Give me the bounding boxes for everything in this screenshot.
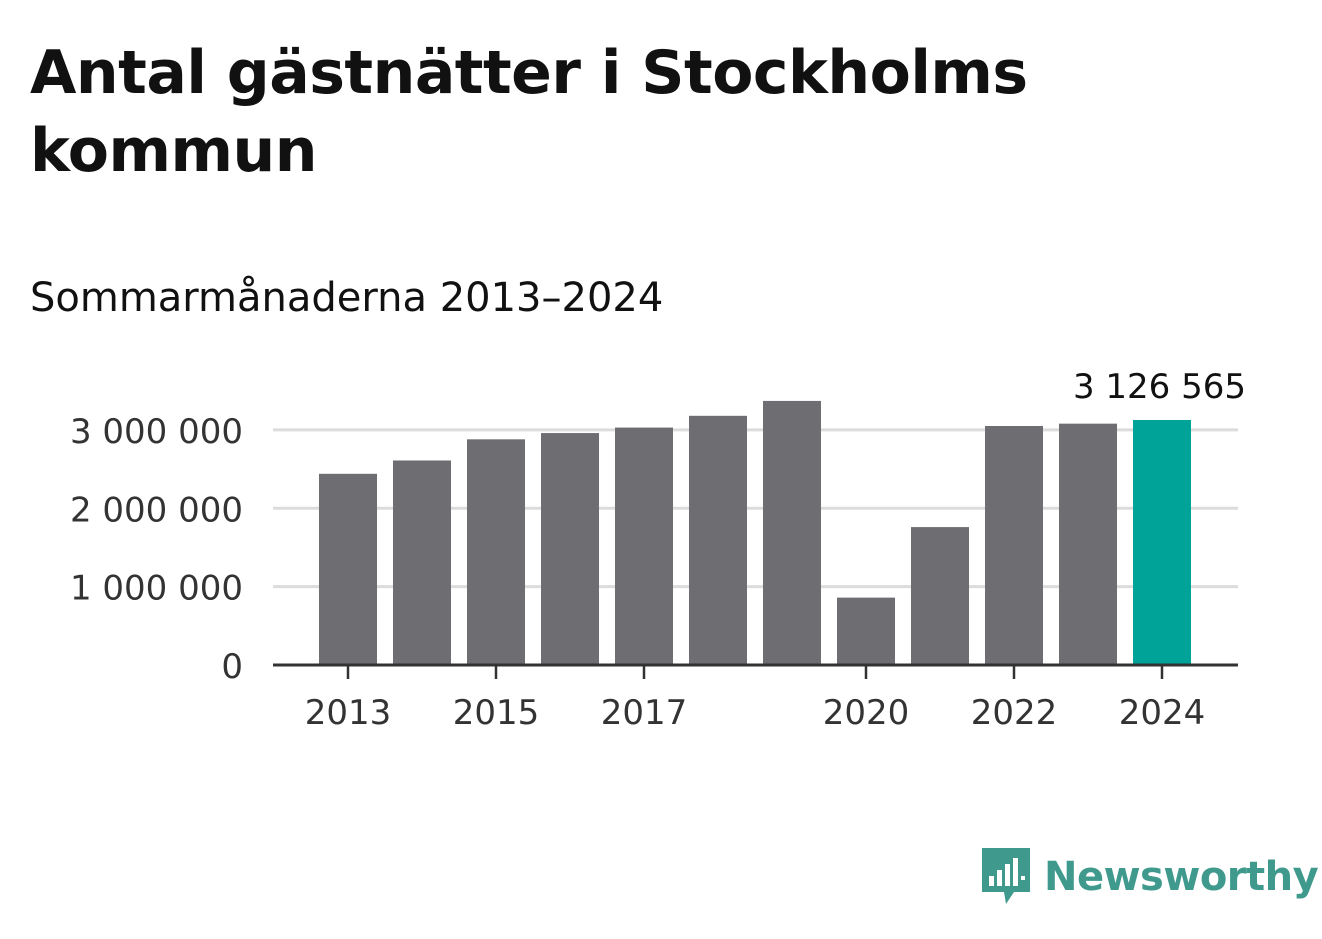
newsworthy-logo: Newsworthy bbox=[980, 846, 1319, 908]
y-tick-label: 3 000 000 bbox=[70, 412, 243, 452]
bar-2018 bbox=[689, 415, 747, 665]
brand-name: Newsworthy bbox=[1044, 854, 1319, 900]
bar-2014 bbox=[393, 460, 451, 665]
x-tick-label: 2024 bbox=[1119, 693, 1206, 733]
bar-2016 bbox=[541, 433, 599, 665]
y-tick-label: 2 000 000 bbox=[70, 490, 243, 530]
y-tick-labels: 0 1 000 000 2 000 000 3 000 000 bbox=[70, 412, 243, 687]
bar-chart-speech-bubble-icon bbox=[982, 848, 1030, 904]
x-axis: 2013 2015 2017 2020 2022 2024 bbox=[273, 663, 1238, 733]
bar-2023 bbox=[1059, 423, 1117, 665]
x-tick-label: 2017 bbox=[601, 693, 688, 733]
chart-subtitle: Sommarmånaderna 2013–2024 bbox=[30, 275, 664, 321]
bar-2019 bbox=[763, 400, 821, 665]
bars bbox=[319, 400, 1191, 665]
bar-2017 bbox=[615, 427, 673, 665]
bar-2015 bbox=[467, 439, 525, 665]
x-tick-label: 2015 bbox=[453, 693, 540, 733]
data-labels: 3 126 565 bbox=[1073, 367, 1246, 407]
x-tick-label: 2013 bbox=[305, 693, 392, 733]
data-label-2024: 3 126 565 bbox=[1073, 367, 1246, 407]
bar-2021 bbox=[911, 527, 969, 665]
x-tick-label: 2020 bbox=[823, 693, 910, 733]
y-tick-label: 0 bbox=[221, 647, 243, 687]
y-tick-label: 1 000 000 bbox=[70, 569, 243, 609]
x-tick-label: 2022 bbox=[971, 693, 1058, 733]
bar-2020 bbox=[837, 597, 895, 665]
chart-title: Antal gästnätter i Stockholms kommun bbox=[30, 38, 1028, 186]
bar-2024 bbox=[1133, 420, 1191, 665]
bar-2013 bbox=[319, 473, 377, 665]
bar-2022 bbox=[985, 425, 1043, 665]
